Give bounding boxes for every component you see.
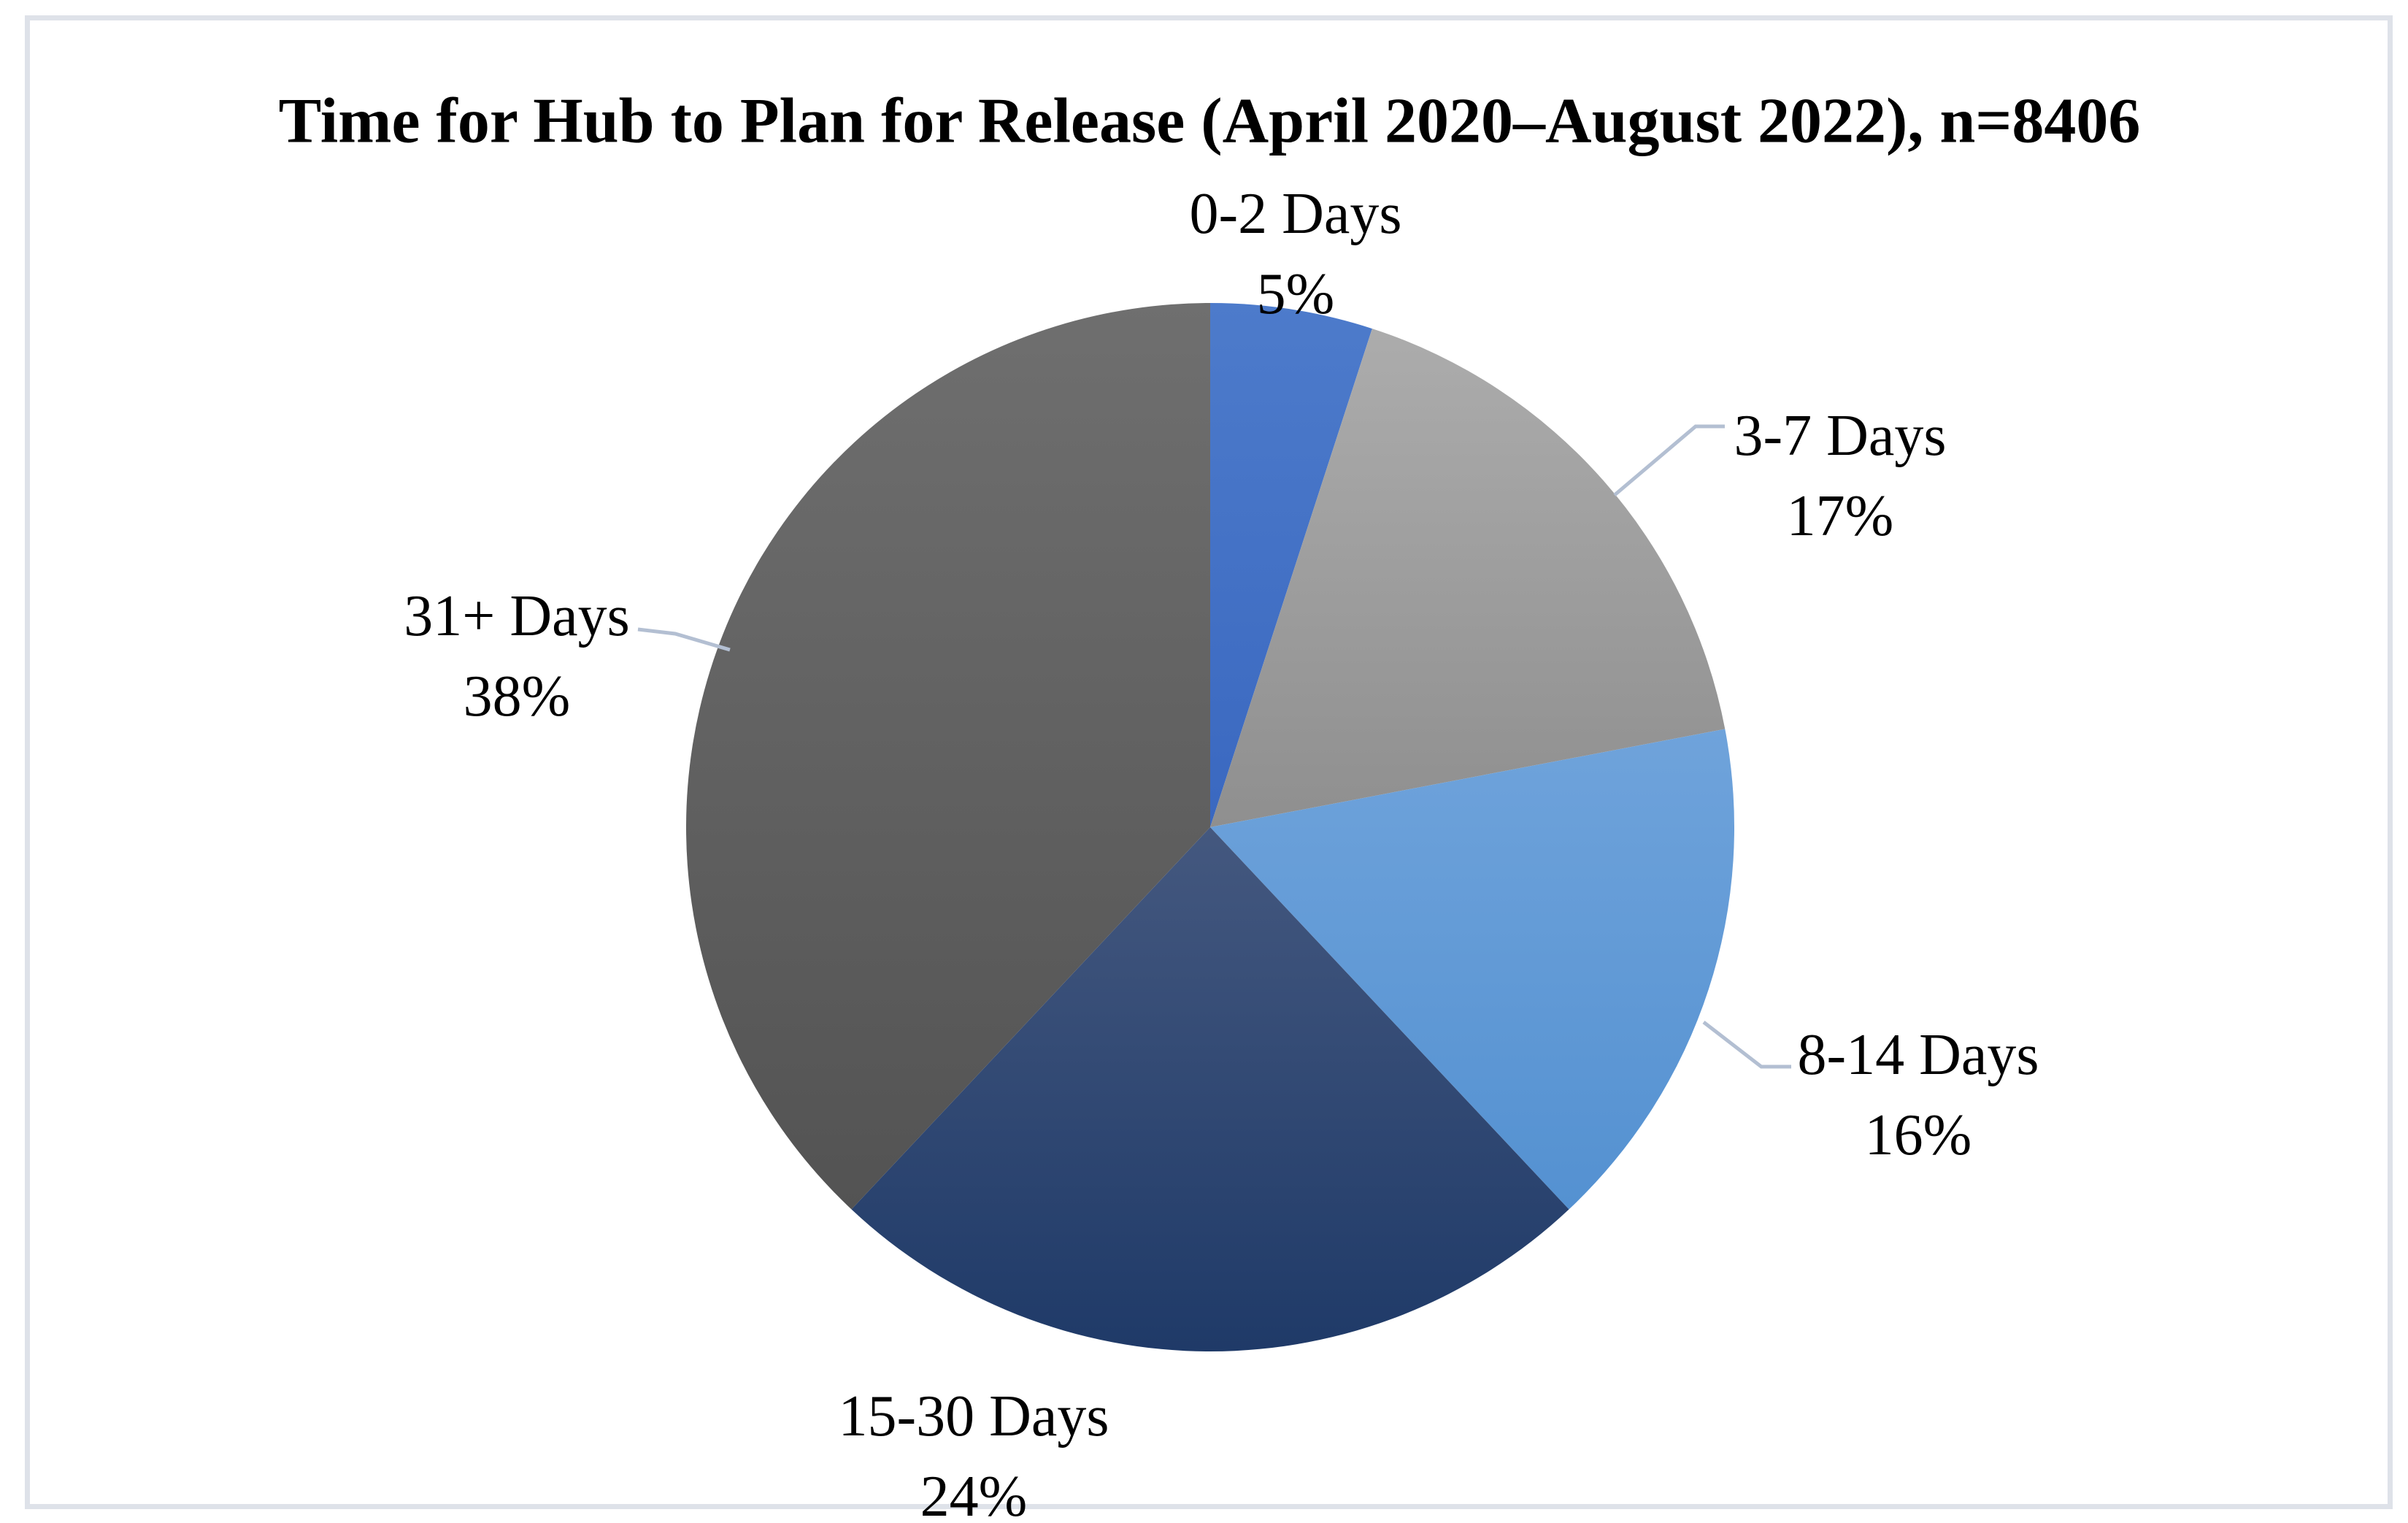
slice-pct-text: 5% <box>1256 262 1335 326</box>
label-15-30-days: 15-30 Days 24% <box>838 1376 1109 1523</box>
label-0-2-days: 0-2 Days 5% <box>1189 174 1401 334</box>
slice-name-text: 3-7 Days <box>1734 404 1947 468</box>
slice-pct-text: 24% <box>920 1465 1028 1523</box>
pie-slice-8-14-days <box>1210 729 1735 1210</box>
pie-slice-3-7-days <box>1210 329 1726 828</box>
slice-pct-text: 17% <box>1786 484 1894 548</box>
pie-slice-31-days <box>686 303 1210 1210</box>
slice-name-text: 31+ Days <box>404 584 630 648</box>
leader-line-31-days <box>637 627 731 652</box>
chart-title: Time for Hub to Plan for Release (April … <box>278 85 2141 157</box>
pie-slice-0-2-days <box>1210 303 1372 827</box>
pie-slice-15-30-days <box>851 827 1569 1351</box>
slice-name-text: 8-14 Days <box>1797 1023 2039 1087</box>
label-3-7-days: 3-7 Days 17% <box>1734 396 1946 556</box>
slice-pct-text: 16% <box>1864 1103 1972 1167</box>
label-31-plus-days: 31+ Days 38% <box>404 576 630 737</box>
label-8-14-days: 8-14 Days 16% <box>1797 1015 2039 1175</box>
slice-name-text: 15-30 Days <box>838 1384 1109 1449</box>
leader-line-3-7-days <box>1613 424 1725 496</box>
slice-pct-text: 38% <box>463 664 571 729</box>
leader-line-8-14-days <box>1702 1021 1791 1069</box>
slice-name-text: 0-2 Days <box>1189 182 1402 246</box>
chart-border <box>25 15 2393 1509</box>
